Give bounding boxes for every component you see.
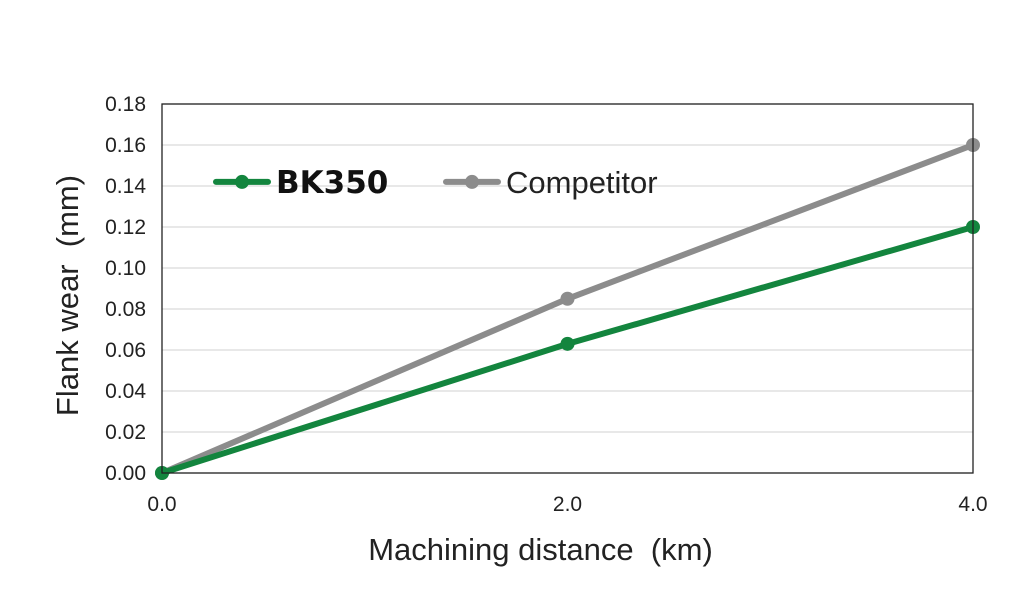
- x-tick-label: 4.0: [958, 493, 987, 516]
- legend-marker: [235, 174, 249, 189]
- y-tick-label: 0.02: [105, 421, 146, 444]
- y-tick-label: 0.10: [105, 257, 146, 280]
- x-tick-label: 0.0: [147, 493, 176, 516]
- legend: BK350 Competitor: [213, 165, 658, 201]
- legend-item-bk350: BK350: [213, 165, 388, 201]
- plot-frame: [161, 103, 974, 474]
- y-axis-title: Flank wear (mm): [50, 175, 85, 416]
- legend-label: Competitor: [506, 165, 658, 200]
- legend-label: BK350: [276, 165, 388, 201]
- series-bk350: [155, 220, 980, 480]
- y-tick-label: 0.00: [105, 462, 146, 485]
- data-point: [560, 336, 575, 351]
- x-tick-label: 2.0: [553, 493, 582, 516]
- y-tick-label: 0.08: [105, 298, 146, 321]
- legend-item-competitor: Competitor: [443, 165, 658, 200]
- x-axis-title: Machining distance (km): [368, 532, 713, 567]
- legend-marker: [465, 174, 479, 189]
- y-tick-label: 0.12: [105, 216, 146, 239]
- y-tick-label: 0.06: [105, 339, 146, 362]
- y-tick-label: 0.18: [105, 93, 146, 116]
- data-point: [560, 291, 575, 306]
- x-axis-ticks: 0.0 2.0 4.0: [147, 493, 987, 516]
- y-tick-label: 0.04: [105, 380, 146, 403]
- y-tick-label: 0.16: [105, 134, 146, 157]
- y-tick-label: 0.14: [105, 175, 146, 198]
- y-axis-ticks: 0.00 0.02 0.04 0.06 0.08 0.10 0.12 0.14 0.16 0.18: [105, 93, 146, 485]
